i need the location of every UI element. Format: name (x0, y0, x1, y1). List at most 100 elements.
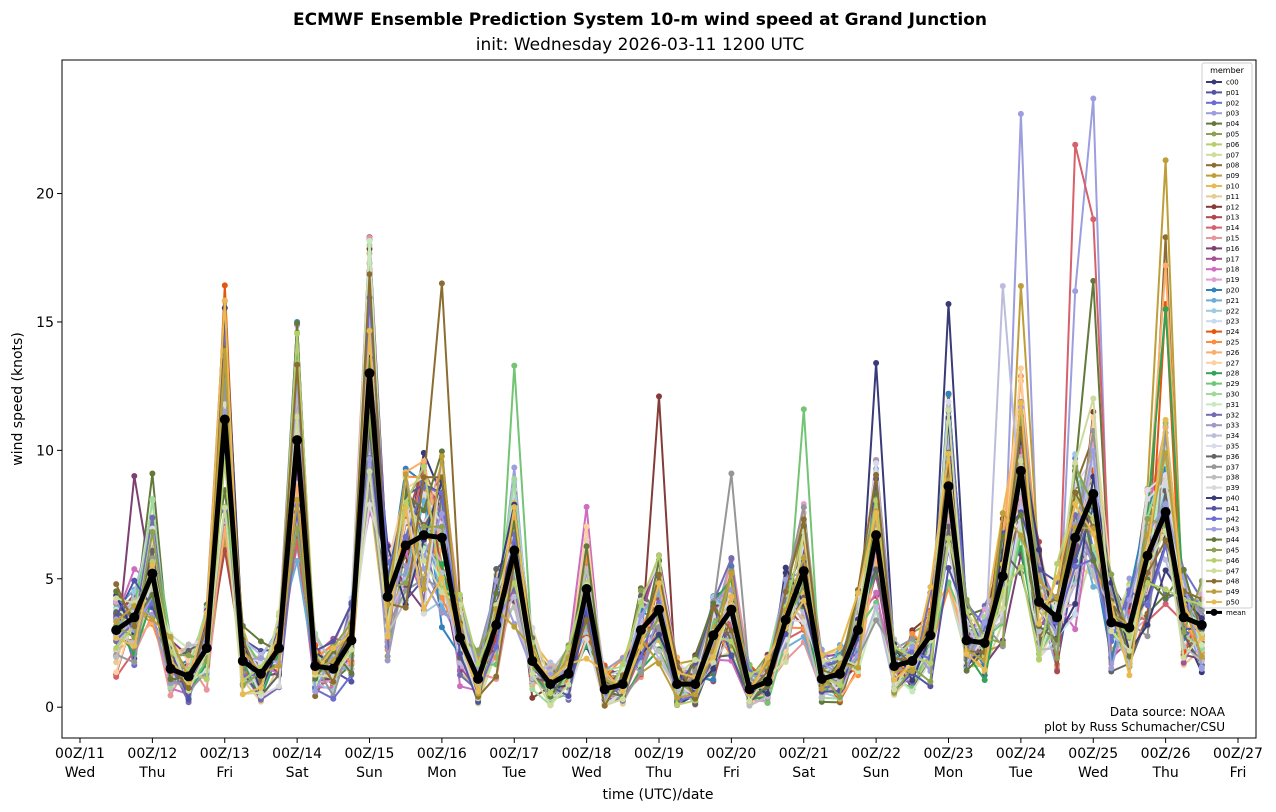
legend-marker-p37 (1211, 464, 1217, 470)
point-p44-8 (257, 638, 264, 645)
point-p47-17 (420, 557, 427, 564)
point-p14-0 (113, 673, 120, 680)
point-mean-25 (563, 668, 574, 679)
point-p47-18 (438, 589, 445, 596)
point-p49-52 (1054, 594, 1061, 601)
point-p47-54 (1090, 395, 1097, 402)
point-p45-59 (1180, 629, 1187, 636)
legend-marker-p16 (1211, 245, 1217, 251)
x-tick-label-9: 00Z/20 (706, 746, 756, 762)
point-p47-8 (257, 689, 264, 696)
legend-marker-p44 (1211, 537, 1217, 543)
point-p43-6 (221, 408, 228, 415)
legend-marker-p03 (1211, 110, 1217, 116)
x-tick-label-16: 00Z/27 (1213, 746, 1263, 762)
point-p50-14 (366, 327, 373, 334)
legend-entry-p16: p16 (1206, 245, 1240, 253)
legend-label-p47: p47 (1226, 567, 1239, 575)
point-p14-58 (1162, 601, 1169, 607)
point-p38-22 (511, 604, 518, 611)
point-p46-28 (619, 660, 626, 667)
point-mean-44 (907, 656, 918, 666)
legend-entry-p04: p04 (1206, 120, 1240, 128)
legend-label-p24: p24 (1226, 328, 1240, 336)
point-p34-50 (1017, 504, 1024, 511)
point-mean-4 (183, 671, 194, 682)
legend-entry-p10: p10 (1206, 183, 1239, 191)
point-p39-17 (420, 610, 427, 617)
x-tick-label-4: 00Z/15 (345, 746, 395, 762)
point-p31-14 (366, 237, 373, 244)
point-p44-3 (167, 676, 174, 683)
legend-label-p17: p17 (1226, 255, 1239, 263)
point-mean-14 (364, 368, 375, 379)
point-mean-7 (237, 656, 248, 666)
point-p32-2 (149, 514, 156, 521)
point-p25-44 (909, 630, 916, 637)
point-p30-2 (149, 496, 156, 503)
chart-title: ECMWF Ensemble Prediction System 10-m wi… (293, 10, 987, 30)
point-p50-42 (873, 510, 880, 516)
point-p36-4 (185, 647, 192, 654)
point-p39-38 (800, 618, 807, 625)
point-p50-15 (384, 633, 391, 640)
point-p41-4 (185, 696, 192, 703)
point-p50-53 (1072, 500, 1079, 507)
legend-marker-p12 (1211, 204, 1217, 210)
x-tick-day-7: Wed (571, 765, 602, 781)
point-p34-24 (547, 659, 554, 666)
point-p04-2 (149, 470, 156, 477)
point-p37-44 (909, 635, 916, 642)
point-p49-58 (1162, 450, 1169, 457)
legend-label-p33: p33 (1226, 422, 1239, 430)
point-p49-50 (1017, 532, 1024, 539)
point-p48-38 (800, 516, 807, 523)
legend-marker-p45 (1211, 547, 1217, 553)
legend-label-p41: p41 (1226, 505, 1239, 513)
x-tick-day-16: Fri (1230, 765, 1247, 781)
point-p34-49 (999, 283, 1006, 289)
point-p01-13 (348, 678, 355, 685)
legend-entry-p31: p31 (1206, 401, 1239, 409)
legend-label-p34: p34 (1226, 432, 1240, 440)
point-p50-52 (1054, 574, 1061, 581)
point-p27-26 (583, 523, 590, 530)
point-p43-18 (438, 510, 445, 517)
legend-entry-p33: p33 (1206, 422, 1239, 430)
point-p48-4 (185, 685, 192, 692)
legend-label-p03: p03 (1226, 110, 1239, 118)
point-mean-43 (889, 661, 900, 672)
point-p50-6 (221, 297, 228, 304)
legend-marker-p35 (1211, 443, 1217, 449)
legend-label-p04: p04 (1226, 120, 1240, 128)
point-p50-28 (619, 688, 626, 694)
point-p36-2 (149, 547, 156, 554)
legend-label-p27: p27 (1226, 359, 1239, 367)
point-p37-29 (637, 670, 644, 677)
legend-label-p18: p18 (1226, 266, 1239, 274)
point-mean-6 (219, 414, 230, 425)
legend-marker-p14 (1211, 225, 1217, 231)
x-tick-label-3: 00Z/14 (272, 746, 322, 762)
legend-entry-p34: p34 (1206, 432, 1240, 440)
x-tick-label-11: 00Z/22 (851, 746, 901, 762)
point-p48-37 (782, 588, 789, 595)
x-tick-label-0: 00Z/11 (55, 746, 105, 762)
point-p11-0 (113, 659, 120, 666)
point-p50-43 (891, 676, 898, 683)
legend-label-p16: p16 (1226, 245, 1240, 253)
point-p40-36 (764, 690, 771, 697)
point-mean-39 (816, 673, 827, 684)
point-mean-47 (961, 635, 972, 646)
point-p47-33 (710, 659, 717, 666)
legend-marker-p07 (1211, 152, 1217, 158)
legend-label-p11: p11 (1226, 193, 1239, 201)
point-c00-46 (945, 301, 952, 307)
point-p15-3 (167, 692, 174, 699)
point-p37-34 (728, 470, 735, 477)
point-p37-38 (800, 504, 807, 511)
point-p28-18 (438, 561, 445, 568)
legend-marker-p18 (1211, 266, 1217, 272)
legend-entry-p11: p11 (1206, 193, 1239, 201)
legend-label-p31: p31 (1226, 401, 1239, 409)
